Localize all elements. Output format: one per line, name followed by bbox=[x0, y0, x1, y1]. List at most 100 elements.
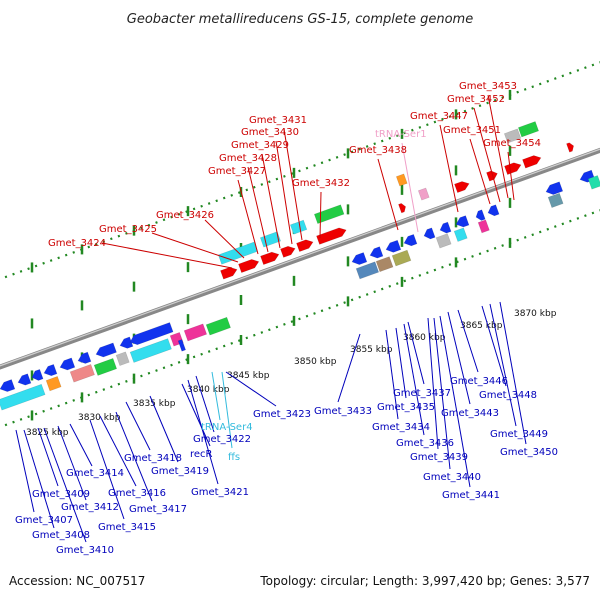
gene-feature bbox=[260, 251, 280, 266]
scale-tick-label: 3835 kbp bbox=[133, 399, 176, 409]
label-leader-line bbox=[457, 309, 479, 373]
gene-feature bbox=[43, 363, 58, 377]
gene-feature bbox=[69, 363, 95, 383]
gene-feature bbox=[454, 181, 470, 194]
track-dots bbox=[0, 61, 600, 429]
scale-tick-label: 3825 kbp bbox=[26, 428, 69, 438]
gene-feature bbox=[59, 357, 76, 371]
gene-feature bbox=[183, 323, 208, 342]
gene-feature bbox=[522, 155, 542, 169]
reverse-gene-label: Gmet_3434 bbox=[372, 422, 430, 433]
scale-tick-label: 3850 kbp bbox=[294, 357, 337, 367]
reverse-gene-label: Gmet_3439 bbox=[410, 452, 468, 463]
label-leader-line bbox=[69, 423, 93, 467]
gene-feature bbox=[45, 376, 62, 392]
gene-feature bbox=[115, 351, 130, 366]
reverse-gene-label: Gmet_3421 bbox=[191, 487, 249, 498]
gene-feature bbox=[205, 316, 231, 336]
scale-tick-label: 3865 kbp bbox=[460, 321, 503, 331]
forward-gene-label: Gmet_3426 bbox=[156, 210, 214, 221]
gene-feature bbox=[517, 121, 540, 138]
forward-gene-label: Gmet_3438 bbox=[349, 145, 407, 156]
reverse-gene-label: Gmet_3412 bbox=[61, 502, 119, 513]
gene-labels: Gmet_3424 Gmet_3425 Gmet_3426 Gmet_3427 Gmet… bbox=[15, 81, 558, 556]
gene-feature bbox=[375, 256, 394, 273]
forward-gene-label: Gmet_3424 bbox=[48, 238, 106, 249]
forward-gene-label: Gmet_3432 bbox=[292, 178, 350, 189]
forward-gene-label: Gmet_3425 bbox=[99, 224, 157, 235]
gene-feature bbox=[503, 128, 522, 144]
gene-feature bbox=[455, 215, 470, 228]
gene-feature bbox=[93, 358, 118, 376]
reverse-gene-label: Gmet_3408 bbox=[32, 530, 90, 541]
inner-track bbox=[0, 209, 600, 429]
summary-text: Topology: circular; Length: 3,997,420 bp… bbox=[259, 574, 590, 588]
label-leader-line bbox=[481, 305, 507, 387]
reverse-gene-label: Gmet_3440 bbox=[423, 472, 481, 483]
reverse-gene-label: Gmet_3449 bbox=[490, 429, 548, 440]
gene-feature bbox=[220, 266, 238, 280]
scale-tick-label: 3855 kbp bbox=[350, 345, 393, 355]
genome-backbone bbox=[0, 147, 600, 370]
forward-gene-label: Gmet_3427 bbox=[208, 166, 266, 177]
scale-tick-label: 3845 kbp bbox=[227, 371, 270, 381]
label-leader-line bbox=[195, 375, 215, 433]
gene-feature bbox=[487, 204, 500, 217]
reverse-gene-label: Gmet_3409 bbox=[32, 489, 90, 500]
reverse-gene-label: Gmet_3422 bbox=[193, 434, 251, 445]
label-leader-line bbox=[499, 301, 527, 445]
label-leader-line bbox=[37, 427, 59, 487]
reverse-gene-label: Gmet_3443 bbox=[441, 408, 499, 419]
label-leader-line bbox=[319, 191, 322, 239]
gene-feature bbox=[453, 227, 468, 242]
gene-feature bbox=[129, 338, 172, 363]
label-leader-line bbox=[23, 429, 55, 529]
gene-features bbox=[0, 121, 600, 411]
reverse-gene-label: Gmet_3419 bbox=[151, 466, 209, 477]
label-leader-line bbox=[237, 179, 259, 255]
reverse-gene-label: Gmet_3414 bbox=[66, 468, 124, 479]
backbone-highlight bbox=[0, 148, 600, 367]
label-leader-line bbox=[99, 415, 137, 487]
label-leader-line bbox=[15, 429, 35, 513]
gene-feature bbox=[355, 261, 380, 280]
gene-feature bbox=[439, 221, 452, 234]
label-leader-line bbox=[211, 371, 221, 421]
reverse-gene-label: Gmet_3435 bbox=[377, 402, 435, 413]
label-leader-line bbox=[507, 151, 515, 201]
gene-feature bbox=[587, 175, 600, 190]
gene-feature bbox=[351, 252, 368, 265]
label-leader-line bbox=[487, 94, 509, 199]
gene-feature bbox=[477, 219, 490, 234]
reverse-gene-label: Gmet_3450 bbox=[500, 447, 558, 458]
label-leader-line bbox=[433, 317, 451, 470]
gene-feature bbox=[398, 203, 406, 214]
gene-feature bbox=[238, 259, 260, 273]
label-leader-line bbox=[221, 371, 233, 449]
gene-feature bbox=[177, 339, 187, 352]
gene-feature bbox=[403, 234, 418, 247]
gene-feature bbox=[423, 227, 436, 240]
forward-gene-label: Gmet_3431 bbox=[249, 115, 307, 126]
reverse-gene-label: Gmet_3423 bbox=[253, 409, 311, 420]
label-leader-line bbox=[151, 232, 239, 263]
label-leader-line bbox=[489, 303, 517, 427]
label-leader-line bbox=[89, 419, 125, 520]
forward-gene-label: Gmet_3428 bbox=[219, 153, 277, 164]
label-leader-line bbox=[407, 321, 425, 385]
accession-text: Accession: NC_007517 bbox=[9, 574, 145, 588]
reverse-gene-label: Gmet_3417 bbox=[129, 504, 187, 515]
gene-feature bbox=[296, 239, 314, 253]
reverse-gene-label: Gmet_3410 bbox=[56, 545, 114, 556]
label-leader-line bbox=[439, 124, 459, 213]
gene-feature bbox=[504, 162, 522, 175]
label-leader-line bbox=[101, 242, 233, 269]
label-leader-line bbox=[275, 140, 293, 245]
reverse-gene-label: Gmet_3418 bbox=[124, 453, 182, 464]
reverse-gene-label: Gmet_3416 bbox=[108, 488, 166, 499]
gene-feature bbox=[129, 322, 174, 346]
outer-track bbox=[0, 61, 600, 281]
gene-feature bbox=[486, 170, 498, 182]
gene-feature bbox=[0, 383, 46, 411]
